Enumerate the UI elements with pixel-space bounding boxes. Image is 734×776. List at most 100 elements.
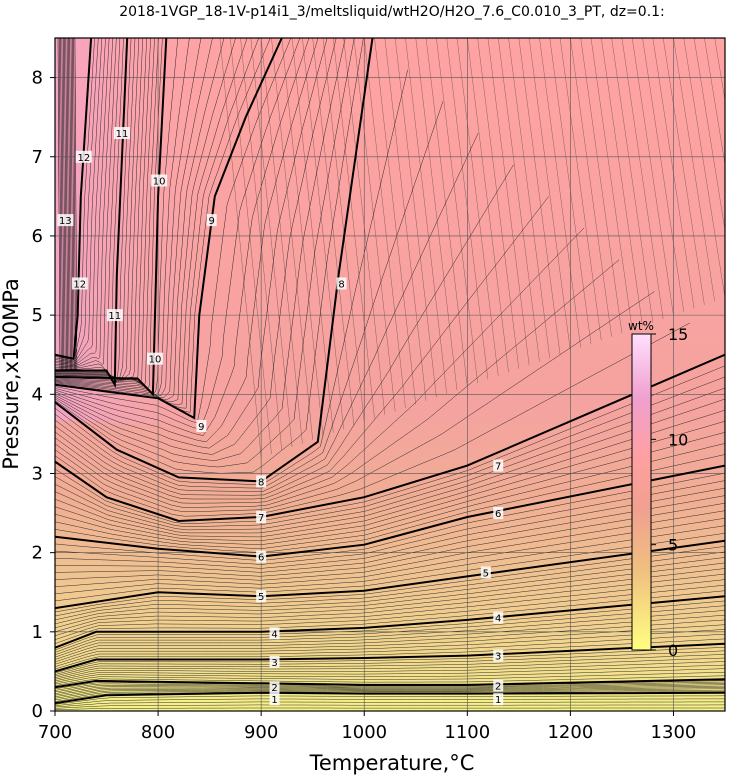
colorbar-unit: wt% bbox=[628, 319, 654, 333]
minor-contour bbox=[55, 675, 725, 686]
y-tick-label: 7 bbox=[32, 147, 43, 168]
contour-label: 11 bbox=[116, 129, 129, 140]
plot-frame bbox=[54, 37, 726, 712]
minor-contour bbox=[394, 38, 437, 398]
contour-label: 5 bbox=[258, 592, 264, 603]
minor-contour bbox=[55, 698, 725, 706]
minor-contour bbox=[55, 38, 259, 409]
minor-contour bbox=[55, 365, 725, 524]
minor-contour bbox=[55, 38, 337, 455]
minor-contour bbox=[55, 38, 236, 402]
contour-label: 2 bbox=[495, 682, 501, 693]
minor-contour bbox=[456, 38, 499, 376]
contour-label-bg bbox=[256, 590, 267, 603]
y-tick-label: 0 bbox=[32, 701, 43, 722]
y-tick-label: 4 bbox=[32, 384, 43, 405]
minor-contour bbox=[55, 38, 328, 449]
minor-contour bbox=[642, 38, 684, 312]
minor-contour bbox=[425, 38, 468, 387]
x-tick-label: 700 bbox=[38, 722, 72, 743]
minor-contour bbox=[580, 38, 623, 334]
contour-label-bg bbox=[269, 681, 280, 694]
minor-contour bbox=[55, 38, 95, 360]
minor-contour bbox=[55, 38, 113, 366]
minor-contour bbox=[55, 610, 725, 656]
minor-contour bbox=[662, 38, 705, 305]
minor-contour bbox=[601, 38, 643, 327]
minor-contour bbox=[55, 409, 725, 538]
minor-contour bbox=[55, 38, 346, 461]
y-tick-label: 6 bbox=[32, 226, 43, 247]
contour-line-2 bbox=[55, 678, 725, 689]
contour-label: 4 bbox=[495, 614, 501, 625]
minor-contour bbox=[55, 525, 725, 595]
minor-contour bbox=[302, 38, 344, 430]
minor-contour bbox=[55, 657, 725, 678]
minor-contour bbox=[55, 633, 725, 667]
y-tick-label: 8 bbox=[32, 68, 43, 89]
minor-contour bbox=[518, 38, 561, 355]
minor-contour bbox=[55, 164, 514, 496]
minor-contour bbox=[55, 495, 725, 573]
minor-contour bbox=[55, 454, 725, 553]
contour-label: 3 bbox=[271, 658, 277, 669]
minor-contour-lines bbox=[55, 38, 725, 710]
contour-label-bg bbox=[493, 679, 504, 692]
contour-label-bg bbox=[146, 352, 163, 365]
minor-contour bbox=[621, 38, 664, 320]
minor-contour bbox=[55, 590, 725, 644]
contour-label: 9 bbox=[208, 216, 214, 227]
major-contour-lines bbox=[55, 38, 725, 705]
y-tick-label: 2 bbox=[32, 543, 43, 564]
minor-contour bbox=[55, 38, 110, 365]
y-tick-label: 5 bbox=[32, 305, 43, 326]
minor-contour bbox=[714, 38, 725, 102]
minor-contour bbox=[55, 487, 725, 569]
contour-line-6 bbox=[55, 464, 725, 558]
minor-contour bbox=[55, 701, 725, 708]
contour-label-bg bbox=[151, 174, 168, 187]
colorbar: wt% 0 5 10 15 bbox=[628, 319, 688, 660]
minor-contour bbox=[528, 38, 571, 352]
minor-contour bbox=[55, 196, 549, 500]
y-tick-label: 3 bbox=[32, 463, 43, 484]
minor-contour bbox=[55, 510, 725, 581]
contour-line-4 bbox=[55, 595, 725, 649]
contour-label: 5 bbox=[483, 568, 489, 579]
minor-contour bbox=[271, 38, 313, 440]
contour-label-bg bbox=[256, 475, 267, 488]
minor-contour bbox=[55, 614, 725, 658]
minor-contour bbox=[683, 38, 725, 298]
minor-contour bbox=[55, 38, 248, 405]
minor-contour bbox=[415, 38, 458, 391]
x-axis: 700 800 900 1000 1100 1200 1300 bbox=[38, 711, 697, 743]
minor-contour bbox=[55, 69, 408, 485]
minor-contour bbox=[467, 38, 509, 373]
colorbar-tick-label: 0 bbox=[668, 641, 678, 660]
minor-contour bbox=[590, 38, 633, 330]
minor-contour bbox=[55, 132, 479, 492]
contour-label-bg bbox=[196, 419, 207, 432]
x-tick-label: 1300 bbox=[651, 722, 697, 743]
minor-contour bbox=[498, 38, 540, 362]
minor-contour bbox=[55, 654, 725, 677]
minor-contour bbox=[55, 532, 725, 602]
contour-line-3 bbox=[55, 642, 725, 673]
minor-contour bbox=[55, 619, 725, 660]
minor-contour bbox=[55, 38, 301, 430]
contour-label: 11 bbox=[108, 311, 121, 322]
minor-contour bbox=[219, 38, 262, 458]
minor-contour bbox=[724, 38, 725, 40]
minor-contour bbox=[55, 38, 132, 383]
minor-contour bbox=[55, 322, 690, 517]
contour-label: 13 bbox=[59, 216, 72, 227]
contour-label-bg bbox=[256, 511, 267, 524]
minor-contour bbox=[55, 562, 725, 625]
contour-label-bg bbox=[71, 277, 88, 290]
minor-contour bbox=[55, 647, 725, 674]
minor-contour bbox=[55, 688, 725, 699]
minor-contour bbox=[55, 38, 271, 413]
minor-contour bbox=[55, 38, 144, 382]
minor-contour bbox=[55, 557, 725, 621]
minor-contour bbox=[55, 38, 202, 397]
